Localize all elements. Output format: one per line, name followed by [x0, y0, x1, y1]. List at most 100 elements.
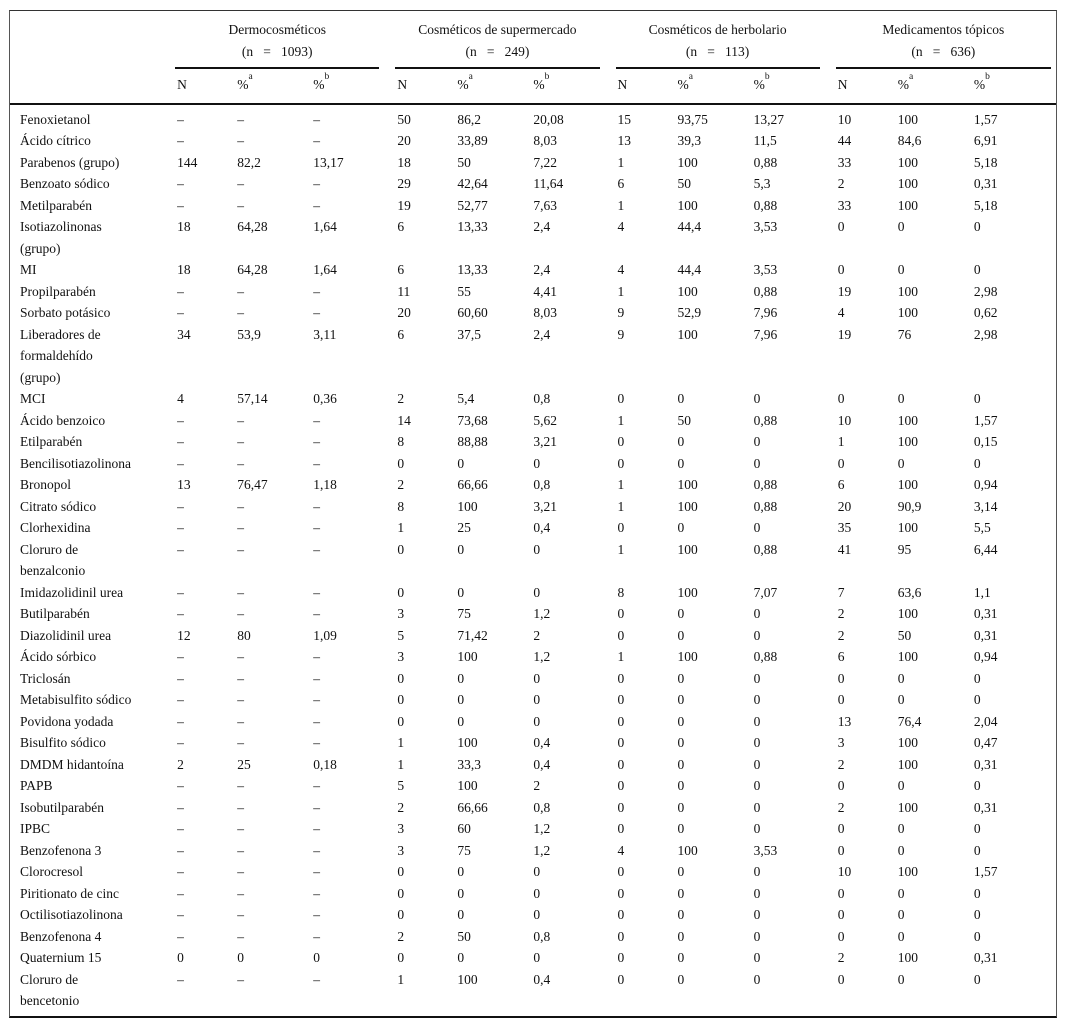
table-row: Parabenos (grupo) 144 82,2 13,17 18 50 7,22 1 10…: [10, 152, 1056, 174]
cell: 0,62: [973, 305, 998, 320]
table-row: Benzofenona 4 – – – 2 50 0,8 0 0 0 0 0 0: [10, 926, 1056, 948]
cell: 0: [753, 778, 761, 793]
cell: 1: [617, 649, 625, 664]
cell: 4: [617, 219, 625, 234]
table-row: Piritionato de cinc – – – 0 0 0 0 0 0 0 0 0: [10, 883, 1056, 905]
cell: 7: [837, 584, 845, 600]
cell: 9: [617, 305, 625, 320]
cell: –: [237, 283, 244, 299]
cell: 0: [973, 821, 981, 836]
table-row: Diazolidinil urea 12 80 1,09 5 71,42 2 0 0 0 2 50 0,…: [10, 625, 1056, 647]
cell: 1: [617, 498, 625, 514]
cell: 100: [897, 434, 918, 449]
subheader-row: N %a %b N %a %b N %a %b N %a %b: [10, 69, 1056, 105]
col-header-pct-a: %a: [235, 69, 312, 105]
cell: –: [313, 670, 320, 686]
row-label: Isotiazolinonas (grupo): [20, 219, 102, 256]
cell: 0,88: [753, 649, 778, 664]
cell: 10: [837, 864, 852, 879]
cell: 2: [397, 391, 405, 406]
cell: 0: [457, 907, 465, 922]
cell: 2: [837, 176, 845, 191]
row-label: Sorbato potásico: [20, 305, 111, 320]
cell: 0: [533, 713, 541, 729]
cell: 57,14: [237, 391, 268, 406]
cell: 100: [457, 778, 478, 793]
group-header-dermocosmeticos: Dermocosméticos (n = 1093): [175, 11, 395, 69]
cell: 0,47: [973, 735, 998, 750]
cell: 0: [837, 842, 845, 858]
table-row: Cloruro de benzalconio – – – 0 0 0 1 100 0,88 41 95…: [10, 539, 1056, 582]
preservatives-table: Dermocosméticos (n = 1093) Cosméticos de…: [10, 11, 1056, 1012]
cell: 0: [457, 455, 465, 471]
cell: 100: [897, 477, 918, 492]
cell: –: [177, 971, 184, 987]
cell: 100: [897, 412, 918, 428]
cell: 0: [677, 821, 685, 836]
cell: 0: [897, 842, 905, 858]
cell: 0: [973, 971, 981, 987]
cell: 50: [397, 111, 411, 127]
cell: –: [313, 283, 320, 299]
table-row: PAPB – – – 5 100 2 0 0 0 0 0 0: [10, 775, 1056, 797]
cell: 60: [457, 821, 471, 836]
group-header-medicamentos: Medicamentos tópicos (n = 636): [835, 11, 1056, 69]
cell: –: [313, 907, 320, 922]
cell: 1: [617, 154, 625, 170]
cell: 0: [677, 864, 685, 879]
table-row: Clorhexidina – – – 1 25 0,4 0 0 0 35 100 5,5: [10, 517, 1056, 539]
cell: 33,3: [457, 756, 481, 772]
cell: 1,2: [533, 842, 551, 858]
row-label: Octilisotiazolinona: [20, 907, 123, 922]
cell: 63,6: [897, 584, 922, 600]
cell: 0,88: [753, 541, 778, 557]
cell: 4: [837, 305, 845, 320]
table-row: Citrato sódico – – – 8 100 3,21 1 100 0,88 20 90,9 3…: [10, 496, 1056, 518]
cell: 0: [617, 713, 625, 729]
table-row: Ácido sórbico – – – 3 100 1,2 1 100 0,88 6 100 0,94: [10, 646, 1056, 668]
cell: 1,64: [313, 219, 337, 234]
cell: 0: [753, 971, 761, 987]
cell: 1,57: [973, 864, 998, 879]
cell: 0: [617, 907, 625, 922]
cell: 0,31: [973, 756, 998, 772]
cell: 0: [533, 584, 541, 600]
cell: 64,28: [237, 262, 268, 277]
cell: 2: [397, 477, 405, 492]
group-title: Cosméticos de herbolario: [648, 22, 787, 37]
row-label: Triclosán: [20, 670, 71, 686]
cell: 5,5: [973, 520, 991, 535]
cell: –: [237, 713, 244, 729]
cell: 0: [237, 950, 244, 965]
cell: 0: [533, 541, 541, 557]
cell: –: [237, 885, 244, 901]
table-row: Fenoxietanol – – – 50 86,2 20,08 15 93,75 13,27 10…: [10, 104, 1056, 131]
cell: 0: [837, 885, 845, 901]
cell: 100: [457, 498, 478, 514]
cell: 100: [897, 283, 918, 299]
table-row: Propilparabén – – – 11 55 4,41 1 100 0,88 19 100 2,9…: [10, 281, 1056, 303]
cell: –: [313, 412, 320, 428]
cell: 0: [897, 262, 905, 277]
cell: 0: [397, 907, 405, 922]
cell: 44: [837, 133, 852, 148]
cell: 0: [617, 950, 625, 965]
row-label: Piritionato de cinc: [20, 885, 119, 901]
cell: –: [177, 455, 184, 471]
table-row: Bencilisotiazolinona – – – 0 0 0 0 0 0 0 0 0: [10, 453, 1056, 475]
cell: –: [237, 584, 244, 600]
cell: –: [313, 649, 320, 664]
cell: 4: [177, 391, 184, 406]
cell: 0: [753, 606, 761, 621]
cell: 100: [677, 584, 698, 600]
cell: 0,4: [533, 971, 551, 987]
cell: 20,08: [533, 111, 564, 127]
cell: –: [313, 971, 320, 987]
row-label: Benzofenona 4: [20, 928, 102, 944]
col-header-pct-b: %b: [751, 69, 836, 105]
cell: 55: [457, 283, 471, 299]
cell: 0: [897, 455, 905, 471]
cell: 1,1: [973, 584, 991, 600]
table-row: Metabisulfito sódico – – – 0 0 0 0 0 0 0 0 0: [10, 689, 1056, 711]
cell: 0: [973, 692, 981, 707]
